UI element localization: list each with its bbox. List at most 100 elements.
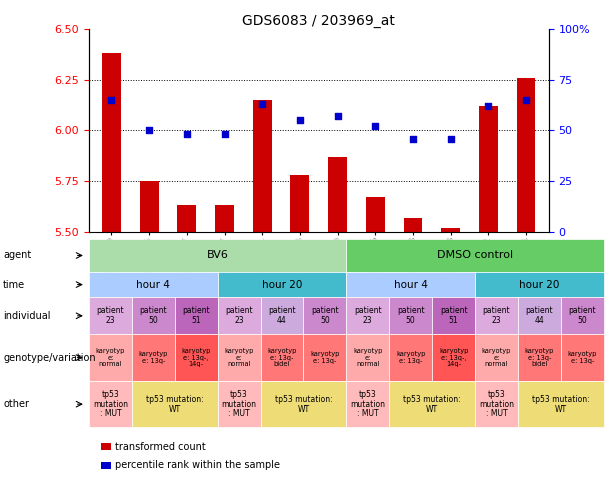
Point	[219, 130, 229, 138]
Point	[521, 96, 531, 104]
Point	[484, 102, 493, 110]
Text: tp53
mutation
: MUT: tp53 mutation : MUT	[350, 390, 386, 418]
Bar	[561, 298, 604, 334]
Bar	[101, 462, 111, 469]
Bar	[475, 298, 518, 334]
Bar	[303, 298, 346, 334]
Bar	[475, 272, 604, 298]
Point	[144, 127, 154, 134]
Bar	[389, 334, 432, 381]
Text: karyotyp
e:
normal: karyotyp e: normal	[96, 348, 125, 367]
Text: hour 20: hour 20	[519, 280, 560, 290]
Point	[370, 123, 380, 130]
Bar	[346, 298, 389, 334]
Text: hour 4: hour 4	[136, 280, 170, 290]
Bar	[432, 334, 475, 381]
Bar	[89, 298, 132, 334]
Text: tp53 mutation:
WT: tp53 mutation: WT	[403, 395, 461, 413]
Text: patient
44: patient 44	[525, 306, 554, 325]
Title: GDS6083 / 203969_at: GDS6083 / 203969_at	[242, 14, 395, 28]
Text: karyotyp
e: 13q-: karyotyp e: 13q-	[396, 351, 425, 364]
Text: karyotyp
e: 13q-,
14q-: karyotyp e: 13q-, 14q-	[439, 348, 468, 367]
Bar	[132, 298, 175, 334]
Text: tp53
mutation
: MUT: tp53 mutation : MUT	[93, 390, 128, 418]
Bar	[517, 78, 535, 232]
Bar	[346, 239, 604, 272]
Point	[408, 135, 418, 142]
Bar	[432, 298, 475, 334]
Text: karyotyp
e: 13q-
bidel: karyotyp e: 13q- bidel	[525, 348, 554, 367]
Text: patient
23: patient 23	[225, 306, 253, 325]
Bar	[140, 181, 159, 232]
Text: agent: agent	[3, 251, 31, 260]
Text: other: other	[3, 399, 29, 409]
Text: karyotyp
e:
normal: karyotyp e: normal	[224, 348, 254, 367]
Bar	[518, 298, 561, 334]
Point	[295, 116, 305, 124]
Bar	[441, 228, 460, 232]
Text: patient
51: patient 51	[440, 306, 468, 325]
Text: BV6: BV6	[207, 251, 229, 260]
Point	[333, 113, 343, 120]
Bar	[479, 106, 498, 232]
Bar	[475, 334, 518, 381]
Bar	[253, 100, 272, 232]
Text: karyotyp
e:
normal: karyotyp e: normal	[482, 348, 511, 367]
Text: karyotyp
e:
normal: karyotyp e: normal	[353, 348, 383, 367]
Bar	[475, 381, 518, 427]
Bar	[261, 334, 303, 381]
Point	[257, 100, 267, 108]
Text: patient
50: patient 50	[311, 306, 339, 325]
Text: DMSO control: DMSO control	[437, 251, 513, 260]
Bar	[303, 334, 346, 381]
Text: percentile rank within the sample: percentile rank within the sample	[115, 460, 280, 470]
Text: genotype/variation: genotype/variation	[3, 353, 96, 363]
Bar	[328, 157, 347, 232]
Bar	[175, 298, 218, 334]
Text: karyotyp
e: 13q-: karyotyp e: 13q-	[568, 351, 597, 364]
Bar	[561, 334, 604, 381]
Text: karyotyp
e: 13q-
bidel: karyotyp e: 13q- bidel	[267, 348, 297, 367]
Text: individual: individual	[3, 311, 50, 321]
Point	[107, 96, 116, 104]
Bar	[389, 381, 475, 427]
Bar	[132, 334, 175, 381]
Bar	[403, 218, 422, 232]
Text: karyotyp
e: 13q-: karyotyp e: 13q-	[139, 351, 168, 364]
Text: patient
44: patient 44	[268, 306, 296, 325]
Text: patient
23: patient 23	[482, 306, 511, 325]
Text: patient
23: patient 23	[96, 306, 124, 325]
Text: time: time	[3, 280, 25, 290]
Bar	[366, 198, 385, 232]
Bar	[89, 272, 218, 298]
Text: patient
50: patient 50	[139, 306, 167, 325]
Bar	[346, 381, 389, 427]
Bar	[291, 175, 310, 232]
Bar	[218, 381, 261, 427]
Bar	[346, 272, 475, 298]
Bar	[261, 381, 346, 427]
Point	[182, 130, 192, 138]
Bar	[177, 205, 196, 232]
Bar	[218, 298, 261, 334]
Text: transformed count: transformed count	[115, 442, 205, 452]
Text: patient
51: patient 51	[182, 306, 210, 325]
Text: karyotyp
e: 13q-,
14q-: karyotyp e: 13q-, 14q-	[181, 348, 211, 367]
Text: patient
50: patient 50	[397, 306, 425, 325]
Text: tp53 mutation:
WT: tp53 mutation: WT	[532, 395, 590, 413]
Text: karyotyp
e: 13q-: karyotyp e: 13q-	[310, 351, 340, 364]
Bar	[89, 239, 346, 272]
Bar	[132, 381, 218, 427]
Text: hour 4: hour 4	[394, 280, 428, 290]
Text: tp53 mutation:
WT: tp53 mutation: WT	[275, 395, 332, 413]
Text: tp53
mutation
: MUT: tp53 mutation : MUT	[479, 390, 514, 418]
Bar	[518, 334, 561, 381]
Bar	[101, 443, 111, 450]
Text: patient
50: patient 50	[568, 306, 596, 325]
Text: tp53 mutation:
WT: tp53 mutation: WT	[146, 395, 204, 413]
Bar	[215, 205, 234, 232]
Bar	[218, 272, 346, 298]
Bar	[346, 334, 389, 381]
Bar	[89, 334, 132, 381]
Bar	[102, 53, 121, 232]
